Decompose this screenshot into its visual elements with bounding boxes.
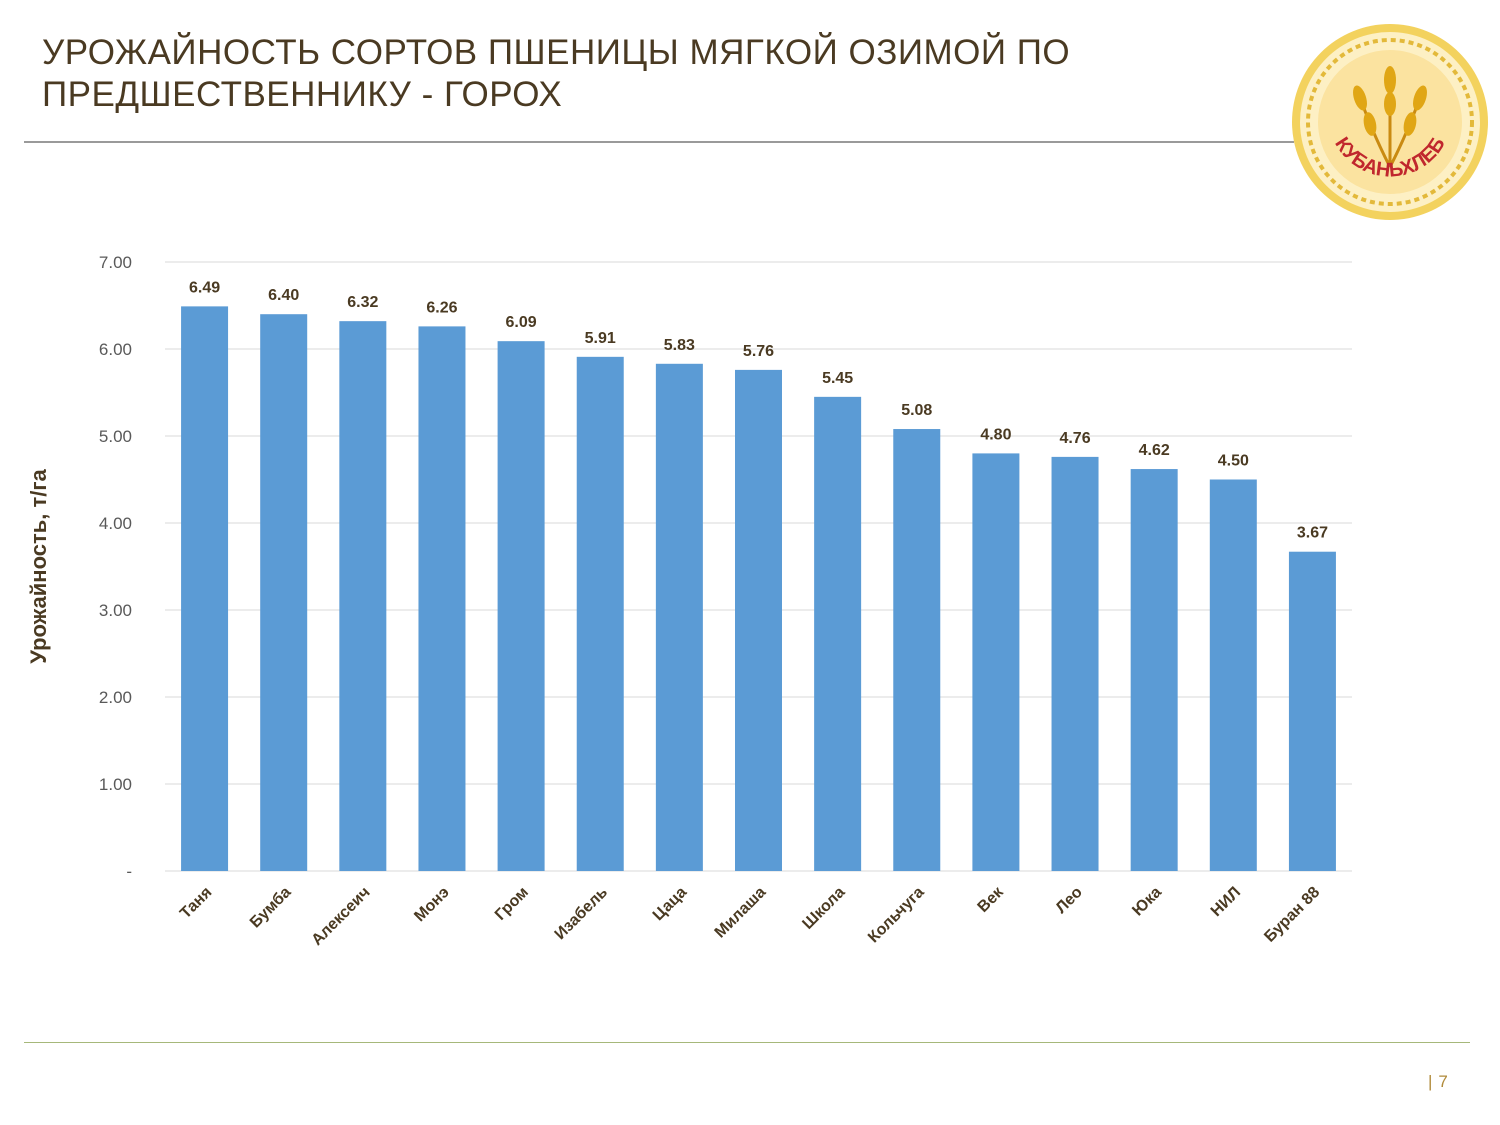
x-tick-label: Юка bbox=[1129, 884, 1165, 920]
data-label: 6.49 bbox=[189, 279, 220, 296]
y-tick-label: 7.00 bbox=[99, 253, 132, 272]
data-label: 5.83 bbox=[664, 337, 695, 354]
x-tick-label: Таня bbox=[177, 884, 215, 922]
bar bbox=[181, 306, 229, 871]
x-tick-label: Алексеич bbox=[309, 884, 374, 949]
x-tick-label: Милаша bbox=[712, 884, 770, 942]
data-label: 6.09 bbox=[506, 314, 537, 331]
data-label: 4.76 bbox=[1059, 430, 1090, 447]
data-label: 5.76 bbox=[743, 343, 774, 360]
y-tick-label: 2.00 bbox=[99, 688, 132, 707]
footer-divider bbox=[24, 1042, 1470, 1043]
bar bbox=[972, 453, 1020, 871]
slide-title: УРОЖАЙНОСТЬ СОРТОВ ПШЕНИЦЫ МЯГКОЙ ОЗИМОЙ… bbox=[42, 33, 1071, 114]
x-tick-label: НИЛ bbox=[1208, 884, 1244, 920]
page-number: | 7 bbox=[1428, 1072, 1448, 1092]
bar bbox=[1288, 551, 1336, 871]
bar bbox=[1051, 456, 1099, 871]
x-tick-label: Школа bbox=[799, 884, 848, 933]
title-divider bbox=[24, 141, 1294, 143]
yield-bar-chart: - 1.00 2.00 3.00 4.00 5.00 6.00 7.00 Урожайность… bbox=[26, 253, 1352, 949]
data-label: 6.32 bbox=[347, 294, 378, 311]
bar bbox=[260, 314, 308, 871]
y-tick-label: - bbox=[126, 862, 132, 881]
bar bbox=[418, 326, 466, 871]
x-tick-label: Изабель bbox=[552, 884, 611, 943]
x-tick-label: Бумба bbox=[247, 884, 295, 932]
bar bbox=[1130, 469, 1178, 871]
y-tick-label: 3.00 bbox=[99, 601, 132, 620]
bar bbox=[893, 429, 941, 871]
x-tick-label: Век bbox=[975, 883, 1008, 916]
y-tick-label: 6.00 bbox=[99, 340, 132, 359]
data-label: 5.91 bbox=[585, 330, 616, 347]
x-tick-label: Цаца bbox=[650, 884, 690, 924]
x-tick-label: Монэ bbox=[411, 884, 453, 926]
data-label: 4.50 bbox=[1218, 453, 1249, 470]
page-number-value: 7 bbox=[1438, 1072, 1448, 1091]
bar bbox=[1209, 479, 1257, 871]
data-label: 6.40 bbox=[268, 287, 299, 304]
data-label: 4.80 bbox=[980, 426, 1011, 443]
y-tick-label: 5.00 bbox=[99, 427, 132, 446]
y-tick-label: 1.00 bbox=[99, 775, 132, 794]
data-label: 3.67 bbox=[1297, 525, 1328, 542]
bar bbox=[655, 363, 703, 871]
data-label: 5.45 bbox=[822, 370, 853, 387]
bar bbox=[576, 356, 624, 871]
page-separator: | bbox=[1428, 1072, 1433, 1091]
kubankhleb-logo: КУБАНЬХЛЕБ bbox=[1292, 24, 1488, 220]
data-label: 5.08 bbox=[901, 402, 932, 419]
bar bbox=[497, 341, 545, 871]
x-tick-label: Гром bbox=[492, 884, 532, 924]
y-tick-label: 4.00 bbox=[99, 514, 132, 533]
bar bbox=[814, 396, 862, 871]
bar bbox=[339, 321, 387, 871]
data-label: 4.62 bbox=[1139, 442, 1170, 459]
y-axis-title: Урожайность, т/га bbox=[26, 468, 51, 663]
bar bbox=[735, 369, 782, 871]
x-tick-label: Лео bbox=[1053, 884, 1086, 917]
x-tick-label: Кольчуга bbox=[865, 884, 928, 947]
x-tick-label: Буран 88 bbox=[1261, 884, 1323, 946]
data-label: 6.26 bbox=[426, 299, 457, 316]
